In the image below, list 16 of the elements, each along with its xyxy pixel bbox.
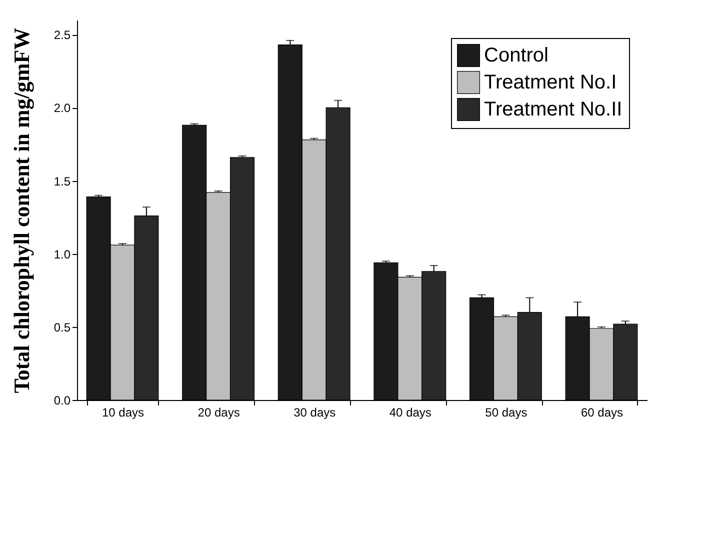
y-tick-label: 1.5 (54, 174, 71, 188)
x-tick-label: 60 days (580, 406, 624, 420)
y-tick-label: 2.0 (54, 101, 71, 116)
legend-label: Control (484, 44, 548, 66)
x-tick-label: 30 days (294, 406, 336, 420)
y-tick-label: 1.0 (54, 247, 71, 262)
y-axis-title: Total chlorophyll content in mg/gmFW (8, 28, 34, 394)
legend-label: Treatment No.I (484, 72, 617, 94)
y-tick-label: 2.5 (54, 28, 71, 42)
y-tick-label: 0.0 (54, 394, 71, 408)
x-tick-label: 50 days (485, 406, 528, 420)
y-tick-label: 0.5 (54, 320, 71, 334)
x-tick-label: 20 days (198, 406, 240, 420)
x-tick-label: 40 days (389, 406, 432, 420)
x-tick-label: 10 days (102, 406, 144, 420)
legend-label: Treatment No.II (484, 98, 622, 120)
